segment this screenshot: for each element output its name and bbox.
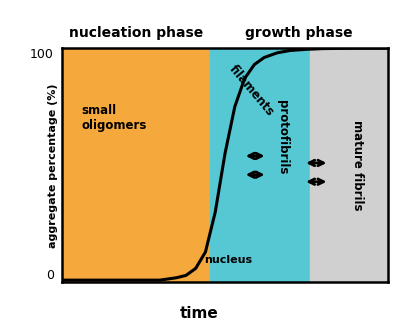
Text: growth phase: growth phase: [245, 26, 353, 40]
Bar: [310, 48, 388, 282]
Text: filaments: filaments: [227, 62, 277, 118]
Text: 100: 100: [30, 48, 54, 61]
Text: time: time: [180, 306, 218, 321]
Bar: [62, 48, 210, 282]
Text: nucleus: nucleus: [204, 255, 252, 265]
Text: mature fibrils: mature fibrils: [350, 120, 364, 211]
Text: nucleation phase: nucleation phase: [69, 26, 203, 40]
Text: small
oligomers: small oligomers: [82, 104, 147, 133]
Bar: [210, 48, 310, 282]
Y-axis label: aggregate percentage (%): aggregate percentage (%): [48, 83, 58, 247]
Text: protofibrils: protofibrils: [276, 100, 288, 174]
Text: 0: 0: [46, 270, 54, 282]
